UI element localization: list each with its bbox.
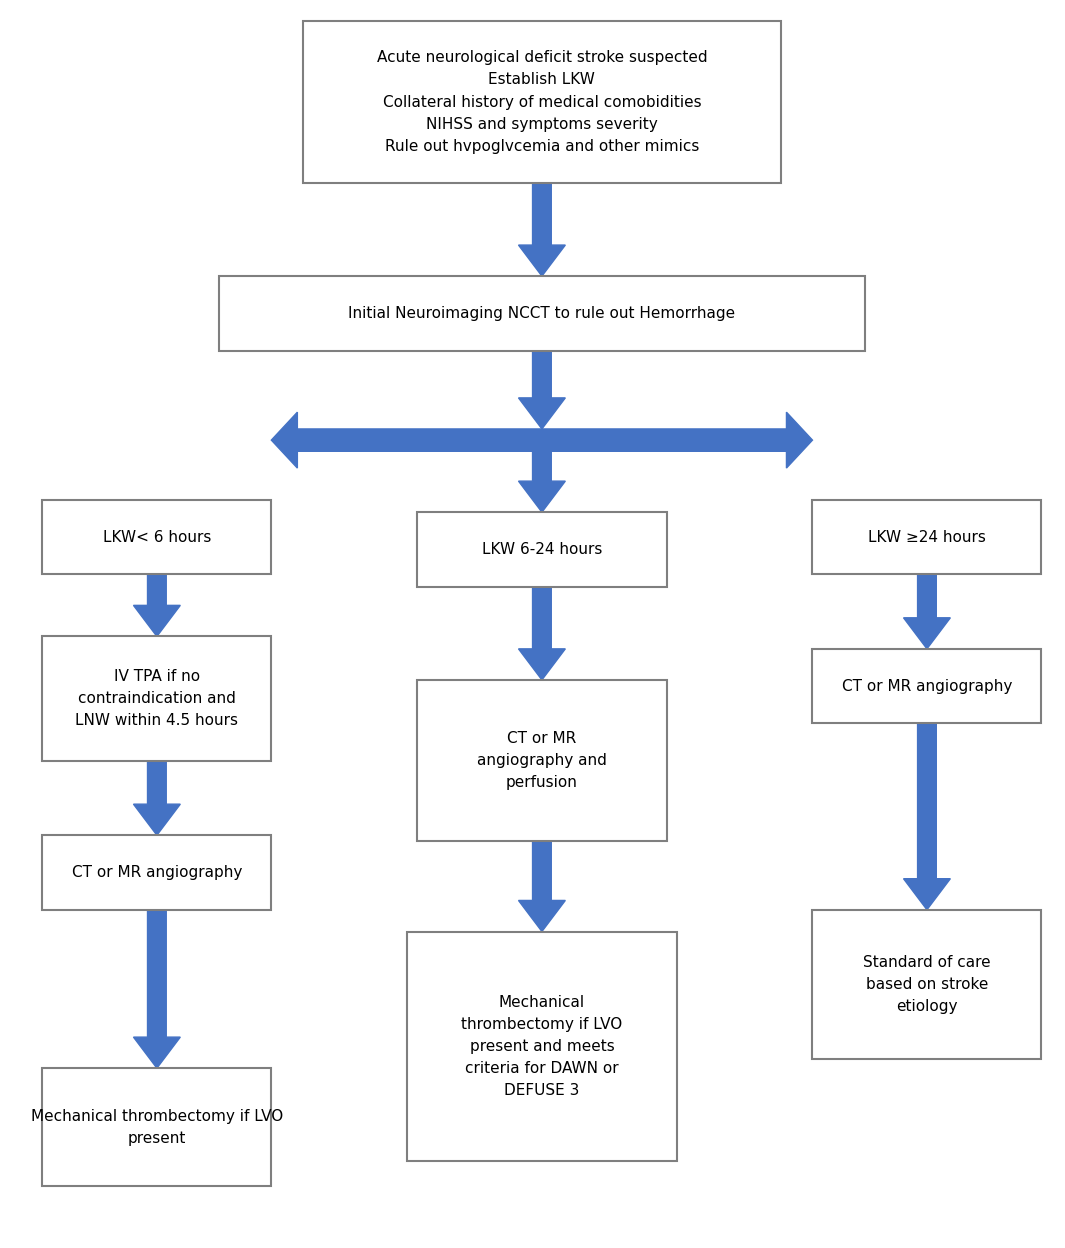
Text: Mechanical thrombectomy if LVO
present: Mechanical thrombectomy if LVO present <box>31 1108 283 1146</box>
FancyArrow shape <box>519 351 566 429</box>
FancyBboxPatch shape <box>219 276 865 351</box>
FancyBboxPatch shape <box>43 499 272 574</box>
FancyArrow shape <box>903 724 950 910</box>
FancyArrow shape <box>519 587 566 680</box>
Text: IV TPA if no
contraindication and
LNW within 4.5 hours: IV TPA if no contraindication and LNW wi… <box>76 669 239 729</box>
Text: Initial Neuroimaging NCCT to rule out Hemorrhage: Initial Neuroimaging NCCT to rule out He… <box>348 306 736 321</box>
FancyArrow shape <box>133 574 180 636</box>
FancyBboxPatch shape <box>813 910 1042 1058</box>
FancyArrow shape <box>133 761 180 835</box>
FancyArrow shape <box>903 574 950 649</box>
FancyArrow shape <box>133 910 180 1068</box>
Text: LKW< 6 hours: LKW< 6 hours <box>102 529 211 544</box>
FancyArrow shape <box>542 412 813 468</box>
Text: LKW ≥24 hours: LKW ≥24 hours <box>868 529 986 544</box>
FancyBboxPatch shape <box>43 835 272 910</box>
FancyBboxPatch shape <box>43 1068 272 1186</box>
Text: CT or MR angiography: CT or MR angiography <box>841 679 1012 694</box>
Text: Acute neurological deficit stroke suspected
Establish LKW
Collateral history of : Acute neurological deficit stroke suspec… <box>377 50 707 154</box>
Text: LKW 6-24 hours: LKW 6-24 hours <box>481 542 602 557</box>
FancyBboxPatch shape <box>813 649 1042 724</box>
FancyBboxPatch shape <box>43 636 272 761</box>
Text: CT or MR
angiography and
perfusion: CT or MR angiography and perfusion <box>477 731 607 790</box>
FancyBboxPatch shape <box>417 680 667 841</box>
Text: Mechanical
thrombectomy if LVO
present and meets
criteria for DAWN or
DEFUSE 3: Mechanical thrombectomy if LVO present a… <box>461 995 623 1098</box>
FancyArrow shape <box>272 412 542 468</box>
FancyArrow shape <box>519 841 566 931</box>
FancyBboxPatch shape <box>407 931 677 1162</box>
FancyBboxPatch shape <box>813 499 1042 574</box>
FancyBboxPatch shape <box>302 21 782 183</box>
FancyArrow shape <box>519 183 566 276</box>
Text: CT or MR angiography: CT or MR angiography <box>71 865 242 880</box>
Text: Standard of care
based on stroke
etiology: Standard of care based on stroke etiolog… <box>863 955 990 1015</box>
FancyBboxPatch shape <box>417 512 667 587</box>
FancyArrow shape <box>519 452 566 512</box>
